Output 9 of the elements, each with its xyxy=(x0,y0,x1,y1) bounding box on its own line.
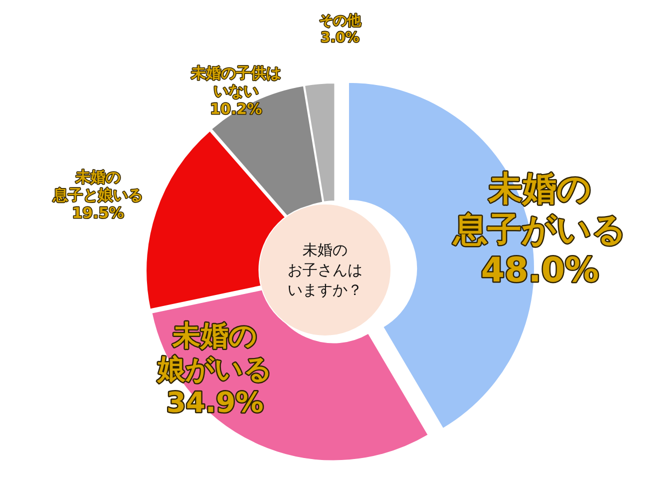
slice-label: 未婚の息子がいる xyxy=(452,169,626,250)
data-label: 48.0% xyxy=(481,250,599,291)
slice-label: 未婚の息子と娘いる xyxy=(52,168,143,204)
data-label: 3.0% xyxy=(320,30,360,46)
slice-label: その他 xyxy=(319,13,362,29)
slice-label: 未婚の子供はいない xyxy=(190,64,281,100)
text: 未婚のお子さんはいますか？ xyxy=(288,241,362,299)
data-label: 19.5% xyxy=(72,204,124,222)
data-label: 10.2% xyxy=(210,100,262,118)
